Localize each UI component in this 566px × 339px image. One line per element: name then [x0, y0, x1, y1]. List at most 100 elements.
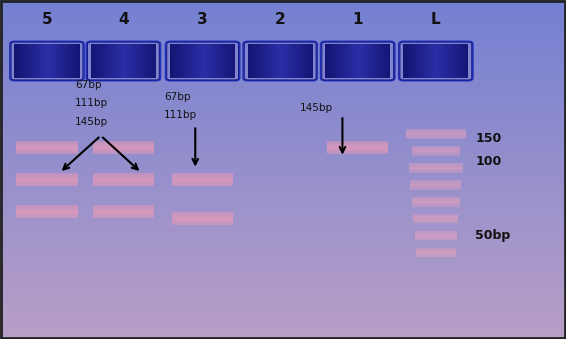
Bar [104, 44, 106, 78]
Bar [93, 209, 154, 210]
Bar [38, 44, 41, 78]
Bar [0, 7, 566, 8]
Text: 2: 2 [275, 12, 285, 27]
Bar [0, 95, 566, 97]
Bar [0, 319, 566, 320]
Bar [289, 44, 291, 78]
Bar [52, 44, 53, 78]
Bar [0, 219, 566, 220]
Bar [0, 288, 566, 290]
Bar [93, 141, 154, 143]
Bar [93, 152, 154, 154]
Bar [0, 103, 566, 105]
Bar [412, 200, 460, 202]
Bar [21, 44, 23, 78]
Bar [403, 44, 405, 78]
Bar [16, 178, 78, 180]
Bar [16, 214, 78, 215]
Bar [126, 44, 128, 78]
Bar [0, 90, 566, 92]
Bar [414, 236, 457, 237]
Bar [229, 44, 231, 78]
Bar [0, 280, 566, 281]
Bar [464, 44, 466, 78]
Bar [147, 44, 149, 78]
Bar [409, 168, 463, 169]
Bar [16, 180, 78, 181]
Text: 1: 1 [353, 12, 363, 27]
Bar [412, 203, 460, 204]
Bar [0, 80, 566, 81]
Bar [0, 237, 566, 239]
Bar [0, 273, 566, 275]
Bar [93, 147, 154, 149]
Bar [194, 44, 196, 78]
Bar [0, 83, 566, 85]
Bar [42, 44, 45, 78]
Bar [97, 44, 100, 78]
Bar [0, 163, 566, 164]
Bar [353, 44, 355, 78]
Bar [172, 184, 233, 186]
Bar [0, 161, 566, 163]
Bar [0, 151, 566, 153]
Bar [0, 258, 566, 259]
Bar [449, 44, 451, 78]
Bar [207, 44, 209, 78]
Bar [0, 214, 566, 215]
Bar [0, 119, 566, 120]
Bar [379, 44, 381, 78]
Bar [295, 44, 298, 78]
Bar [128, 44, 130, 78]
Bar [0, 200, 566, 202]
Bar [152, 44, 154, 78]
Bar [0, 20, 566, 22]
Bar [93, 143, 154, 144]
Bar [409, 163, 463, 164]
Bar [345, 44, 347, 78]
Bar [412, 204, 460, 205]
Bar [0, 44, 566, 46]
Bar [16, 146, 78, 147]
Bar [41, 44, 42, 78]
Bar [149, 44, 152, 78]
Bar [0, 129, 566, 131]
Bar [412, 197, 460, 198]
Bar [412, 149, 460, 151]
Bar [368, 44, 371, 78]
Bar [417, 44, 418, 78]
Bar [192, 44, 194, 78]
Bar [388, 44, 391, 78]
Bar [0, 37, 566, 39]
Bar [216, 44, 218, 78]
Bar [0, 46, 566, 47]
Bar [0, 215, 566, 217]
Bar [0, 203, 566, 205]
Bar [0, 241, 566, 242]
Bar [0, 53, 566, 54]
Bar [0, 141, 566, 142]
Bar [0, 217, 566, 219]
Bar [16, 147, 78, 149]
Bar [0, 229, 566, 231]
Bar [16, 149, 78, 151]
Bar [119, 44, 121, 78]
Bar [67, 44, 68, 78]
Bar [0, 234, 566, 236]
Bar [360, 44, 362, 78]
Bar [0, 207, 566, 208]
Bar [0, 58, 566, 59]
Bar [0, 332, 566, 334]
Bar [93, 149, 154, 151]
Bar [0, 29, 566, 31]
Bar [280, 44, 282, 78]
Bar [0, 236, 566, 237]
Bar [0, 12, 566, 14]
Bar [93, 180, 154, 181]
Bar [65, 44, 67, 78]
Bar [0, 73, 566, 75]
Bar [0, 308, 566, 310]
Bar [172, 178, 233, 180]
Bar [93, 210, 154, 212]
Bar [409, 172, 463, 173]
